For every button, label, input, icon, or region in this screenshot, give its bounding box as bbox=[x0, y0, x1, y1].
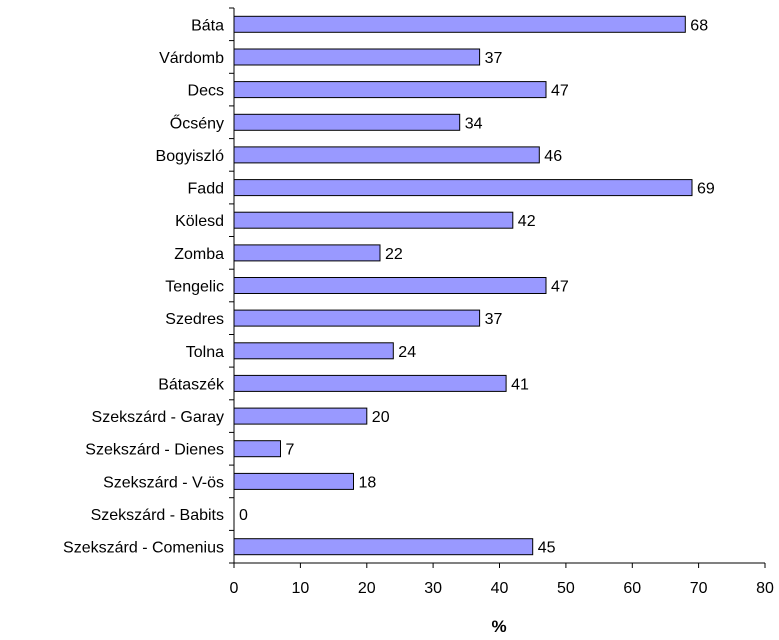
bar bbox=[233, 374, 507, 392]
x-tick-label: 10 bbox=[292, 580, 310, 597]
data-label: 24 bbox=[398, 344, 416, 361]
bar bbox=[233, 244, 381, 262]
category-label: Szedres bbox=[165, 311, 224, 328]
x-tick-label: 0 bbox=[230, 580, 239, 597]
bar bbox=[233, 15, 686, 33]
x-tick-label: 20 bbox=[358, 580, 376, 597]
data-label: 20 bbox=[372, 409, 390, 426]
bar bbox=[233, 146, 540, 164]
data-label: 37 bbox=[485, 50, 503, 67]
data-label: 47 bbox=[551, 83, 569, 100]
data-label: 47 bbox=[551, 279, 569, 296]
data-label: 41 bbox=[511, 376, 529, 393]
category-label: Zomba bbox=[174, 246, 224, 263]
category-label: Várdomb bbox=[159, 50, 224, 67]
data-label: 46 bbox=[544, 148, 562, 165]
x-tick-label: 50 bbox=[557, 580, 575, 597]
data-label: 22 bbox=[385, 246, 403, 263]
category-label: Bátaszék bbox=[158, 376, 225, 393]
category-label: Decs bbox=[188, 83, 224, 100]
category-label: Szekszárd - Garay bbox=[92, 409, 224, 426]
bar bbox=[233, 440, 281, 458]
category-label: Kölesd bbox=[175, 213, 224, 230]
data-label: 45 bbox=[538, 540, 556, 557]
axes-group bbox=[229, 7, 766, 568]
category-label: Tengelic bbox=[165, 279, 224, 296]
category-label: Szekszárd - V-ös bbox=[103, 474, 224, 491]
category-label: Szekszárd - Babits bbox=[91, 507, 224, 524]
category-label: Tolna bbox=[186, 344, 224, 361]
bar bbox=[233, 538, 534, 556]
category-label: Szekszárd - Comenius bbox=[63, 540, 224, 557]
category-label: Fadd bbox=[188, 181, 224, 198]
bar bbox=[233, 309, 481, 327]
x-tick-label: 70 bbox=[690, 580, 708, 597]
bar bbox=[233, 48, 481, 66]
bar bbox=[233, 113, 461, 131]
data-label: 68 bbox=[690, 17, 708, 34]
data-label: 7 bbox=[286, 442, 295, 459]
category-label: Báta bbox=[191, 17, 224, 34]
data-label: 69 bbox=[697, 181, 715, 198]
bar bbox=[233, 211, 514, 229]
bar bbox=[233, 472, 354, 490]
data-label: 37 bbox=[485, 311, 503, 328]
category-label: Bogyiszló bbox=[156, 148, 225, 165]
data-label: 42 bbox=[518, 213, 536, 230]
x-tick-label: 60 bbox=[623, 580, 641, 597]
x-tick-label: 30 bbox=[424, 580, 442, 597]
labels-group: Báta 68 Várdomb 37 Decs 47 Őcsény 34 Bogyiszló 46… bbox=[63, 17, 774, 597]
bars-group bbox=[233, 15, 693, 556]
category-label: Szekszárd - Dienes bbox=[85, 442, 224, 459]
bar bbox=[233, 407, 368, 425]
bar bbox=[233, 179, 693, 197]
x-tick-label: 40 bbox=[491, 580, 509, 597]
x-tick-label: 80 bbox=[756, 580, 774, 597]
data-label: 34 bbox=[465, 115, 483, 132]
x-axis-title: % bbox=[491, 617, 506, 636]
data-label: 18 bbox=[359, 474, 377, 491]
data-label: 0 bbox=[239, 507, 248, 524]
category-label: Őcsény bbox=[170, 113, 224, 132]
bar bbox=[233, 81, 547, 99]
bar bbox=[233, 342, 394, 360]
bar bbox=[233, 277, 547, 294]
